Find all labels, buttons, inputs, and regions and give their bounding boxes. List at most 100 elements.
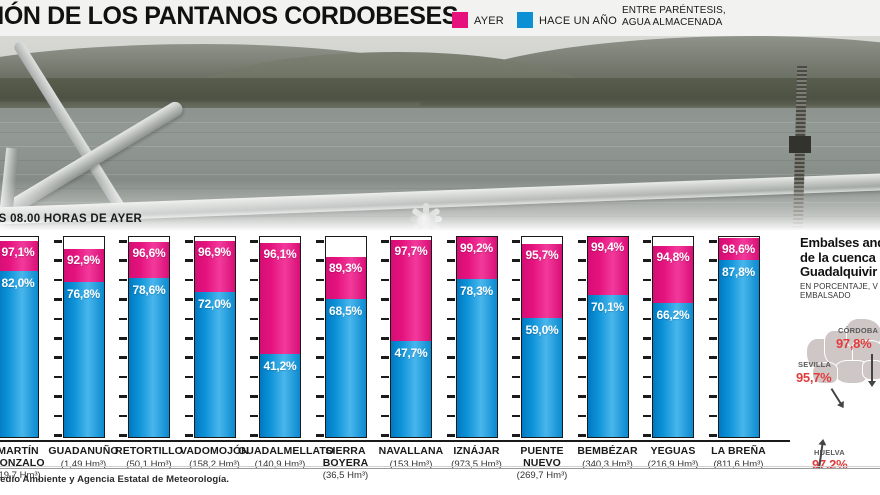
- axis-tick: [53, 278, 62, 282]
- basin-panel-subtitle: EN PORCENTAJE, V EMBALSADO: [800, 282, 880, 300]
- axis-tick: [184, 259, 193, 262]
- basin-title-line2: de la cuenca: [800, 249, 876, 265]
- x-axis-label: LA BREÑA (811,6 Hm³): [697, 445, 781, 471]
- map-value-cordoba: 97,8%: [836, 336, 872, 351]
- axis-ticks: [119, 240, 128, 437]
- axis-tick: [119, 395, 127, 398]
- axis-tick: [512, 337, 520, 340]
- axis-tick: [119, 434, 127, 437]
- axis-tick: [315, 298, 324, 301]
- axis-tick: [643, 434, 651, 437]
- bar-segment-hace-un-ano: [522, 317, 562, 437]
- axis-tick: [315, 317, 324, 321]
- axis-tick: [250, 375, 258, 379]
- axis-tick: [446, 240, 455, 243]
- basin-subtitle-line2: EMBALSADO: [800, 291, 851, 300]
- axis-tick: [643, 375, 651, 379]
- bar-value-ayer: 94,8%: [656, 249, 690, 264]
- x-axis-label: MARTÍNGONZALO(19,7 Hm³): [0, 445, 60, 482]
- x-axis-label: GUADANUÑO (1,49 Hm³): [42, 445, 126, 471]
- x-axis-label-name: LA BREÑA: [711, 445, 766, 457]
- bar-frame: [390, 236, 432, 438]
- axis-tick: [512, 375, 520, 379]
- x-axis-label-name: GUADANUÑO: [48, 445, 119, 457]
- axis-tick: [184, 278, 193, 282]
- x-axis-label-name2: BOYERA: [322, 456, 369, 469]
- bar-column: 94,8% 66,2%: [643, 236, 703, 441]
- axis-tick: [184, 395, 193, 398]
- axis-tick: [381, 414, 389, 418]
- axis-tick: [184, 317, 193, 321]
- bar-value-hace-un-ano: 70,1%: [590, 300, 625, 315]
- axis-tick: [315, 414, 324, 418]
- x-axis-label: GUADALMELLATO (140,9 Hm³): [238, 445, 334, 471]
- x-axis-label-capacity: (36,5 Hm³): [322, 470, 369, 481]
- axis-tick: [315, 259, 324, 262]
- x-axis-label-capacity: (811,6 Hm³): [713, 458, 764, 470]
- bar-frame: [455, 236, 498, 438]
- axis-tick: [250, 414, 258, 418]
- axis-tick: [315, 434, 324, 437]
- axis-tick: [184, 356, 193, 359]
- axis-tick: [119, 414, 127, 418]
- bar-value-hace-un-ano: 78,6%: [132, 283, 166, 298]
- bar-segment-hace-un-ano: [653, 303, 693, 437]
- bar-frame: [652, 236, 694, 438]
- axis-tick: [53, 375, 62, 379]
- x-axis-label-name2: NUEVO: [523, 456, 561, 469]
- axis-tick: [577, 356, 586, 359]
- bar-segment-hace-un-ano: [194, 291, 235, 437]
- photo-screw-nut: [789, 136, 811, 153]
- axis-tick: [119, 337, 127, 340]
- x-axis-label: PUENTE NUEVO (269,7 Hm³): [500, 445, 584, 482]
- reservoir-bar-chart: 97,1% 82,0% 92,9% 76,8% 96,6% 78,6% 96,9% 72,0%…: [0, 236, 790, 441]
- axis-tick: [381, 395, 389, 398]
- axis-tick: [381, 240, 389, 243]
- bar-value-ayer: 97,7%: [394, 243, 428, 258]
- axis-tick: [708, 259, 717, 262]
- axis-tick: [446, 434, 455, 437]
- axis-tick: [184, 337, 193, 340]
- axis-tick: [315, 375, 324, 379]
- header-bar: ACIÓN DE LOS PANTANOS CORDOBESES AYER HA…: [0, 0, 880, 36]
- axis-tick: [446, 356, 455, 359]
- map-label-sevilla: SEVILLA: [798, 360, 832, 369]
- axis-tick: [708, 298, 717, 301]
- bar-segment-hace-un-ano: [456, 278, 497, 437]
- axis-tick: [315, 278, 324, 282]
- axis-tick: [512, 356, 520, 359]
- basin-summary-panel: Embalses and de la cuenca Guadalquivir E…: [792, 236, 880, 468]
- axis-tick: [446, 317, 455, 321]
- bar-segment-hace-un-ano: [391, 340, 431, 437]
- x-axis-label-name: RETORTILLO: [115, 445, 183, 457]
- bar-value-ayer: 89,3%: [328, 260, 363, 275]
- axis-tick: [381, 278, 389, 282]
- x-axis-label-name: MARTÍN: [0, 445, 39, 457]
- bar-column: 96,9% 72,0%: [184, 236, 245, 441]
- x-axis-label: IZNÁJAR (973,5 Hm³): [435, 445, 519, 471]
- x-axis-label-name: NAVALLANA: [378, 445, 444, 457]
- footer-rule: [0, 468, 880, 469]
- axis-ticks: [184, 240, 194, 437]
- axis-tick: [577, 278, 586, 282]
- axis-ticks: [577, 240, 587, 437]
- axis-tick: [119, 259, 127, 262]
- bar-column: 97,1% 82,0%: [0, 236, 48, 441]
- bar-value-hace-un-ano: 82,0%: [1, 276, 35, 291]
- axis-tick: [512, 240, 520, 243]
- x-axis-label-capacity: (153 Hm³): [389, 458, 433, 470]
- axis-tick: [184, 240, 193, 243]
- axis-ticks: [381, 240, 390, 437]
- bar-frame: [586, 236, 629, 438]
- axis-tick: [512, 278, 520, 282]
- bar-segment-hace-un-ano: [587, 295, 628, 437]
- x-axis-label: VADOMOJÓN (158,2 Hm³): [173, 445, 257, 471]
- bar-value-hace-un-ano: 59,0%: [525, 322, 559, 337]
- photo-fade-overlay: [0, 180, 880, 230]
- axis-tick: [577, 298, 586, 301]
- axis-tick: [643, 298, 651, 301]
- bar-segment-hace-un-ano: [0, 271, 38, 437]
- axis-tick: [446, 259, 455, 262]
- axis-tick: [184, 434, 193, 437]
- x-axis-label-capacity: (340,3 Hm³): [582, 458, 633, 470]
